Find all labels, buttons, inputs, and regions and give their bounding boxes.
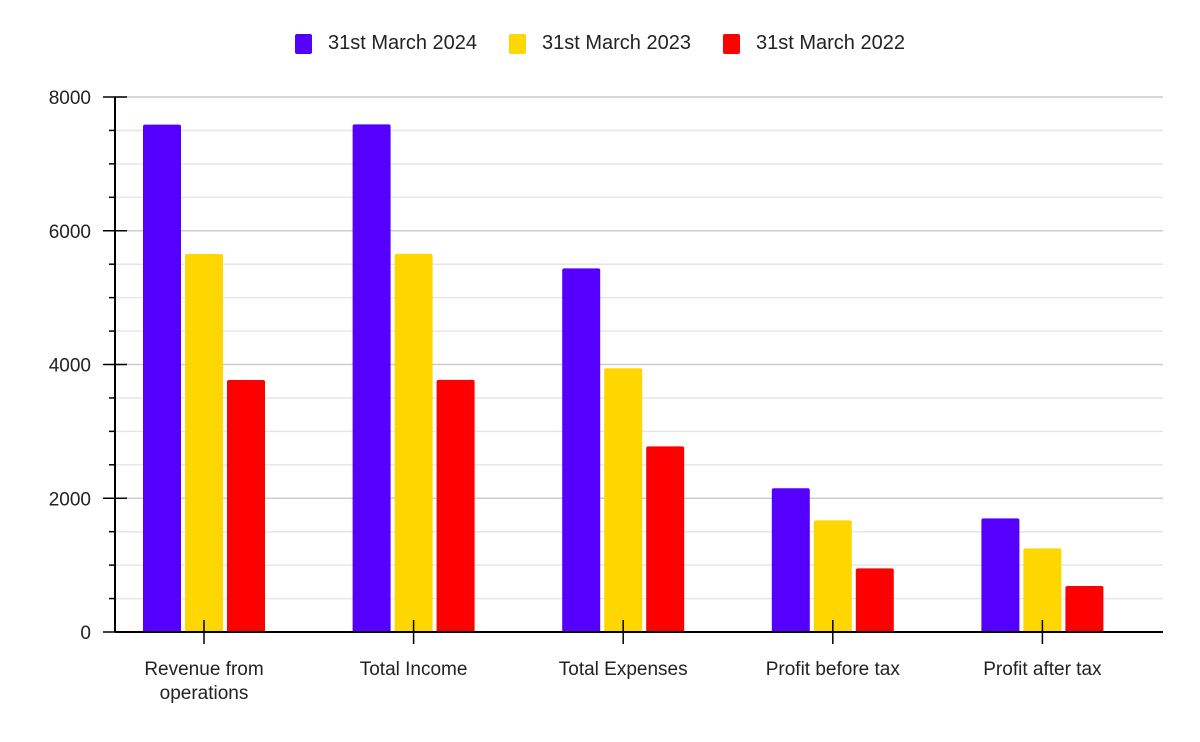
- bar[interactable]: [981, 518, 1020, 632]
- bar[interactable]: [604, 368, 643, 632]
- y-tick-label: 2000: [49, 489, 91, 510]
- bar[interactable]: [143, 124, 181, 632]
- bar[interactable]: [352, 124, 391, 632]
- bar[interactable]: [185, 254, 223, 632]
- legend-item-2022[interactable]: 31st March 2022: [722, 32, 905, 55]
- bar[interactable]: [562, 268, 601, 632]
- y-tick-label: 4000: [49, 356, 91, 377]
- bars: [143, 124, 1104, 632]
- y-tick-label: 8000: [49, 88, 91, 109]
- y-axis-labels: 0 2000 4000 6000 8000: [49, 88, 91, 644]
- legend-item-2023[interactable]: 31st March 2023: [509, 32, 691, 55]
- y-tick-label: 6000: [49, 222, 91, 243]
- legend-swatch-2022: [722, 33, 740, 54]
- x-category-label: operations: [160, 683, 249, 704]
- legend-label-2024: 31st March 2024: [328, 32, 477, 54]
- bar[interactable]: [646, 446, 685, 632]
- x-category-label: Total Income: [360, 659, 468, 680]
- bar[interactable]: [771, 488, 810, 632]
- axes: [103, 96, 1163, 644]
- x-axis-labels: Revenue from operations Total Income Total …: [144, 659, 1102, 704]
- bar[interactable]: [855, 568, 894, 632]
- bar[interactable]: [1023, 548, 1062, 632]
- legend-label-2022: 31st March 2022: [755, 32, 905, 54]
- x-category-label: Profit before tax: [766, 659, 901, 680]
- bar[interactable]: [436, 379, 475, 632]
- bar[interactable]: [813, 520, 852, 632]
- legend-swatch-2023: [509, 33, 526, 54]
- x-category-label: Total Expenses: [559, 659, 688, 680]
- x-category-label: Revenue from: [144, 659, 263, 680]
- bar[interactable]: [227, 380, 265, 632]
- x-category-label: Profit after tax: [983, 659, 1102, 680]
- bar[interactable]: [1065, 585, 1104, 632]
- bar[interactable]: [394, 253, 433, 632]
- legend-swatch-2024: [295, 33, 313, 54]
- legend-item-2024[interactable]: 31st March 2024: [295, 32, 477, 55]
- y-tick-label: 0: [80, 623, 91, 644]
- legend-label-2023: 31st March 2023: [542, 32, 691, 54]
- chart-legend: 31st March 2024 31st March 2023 31st Mar…: [0, 32, 1200, 55]
